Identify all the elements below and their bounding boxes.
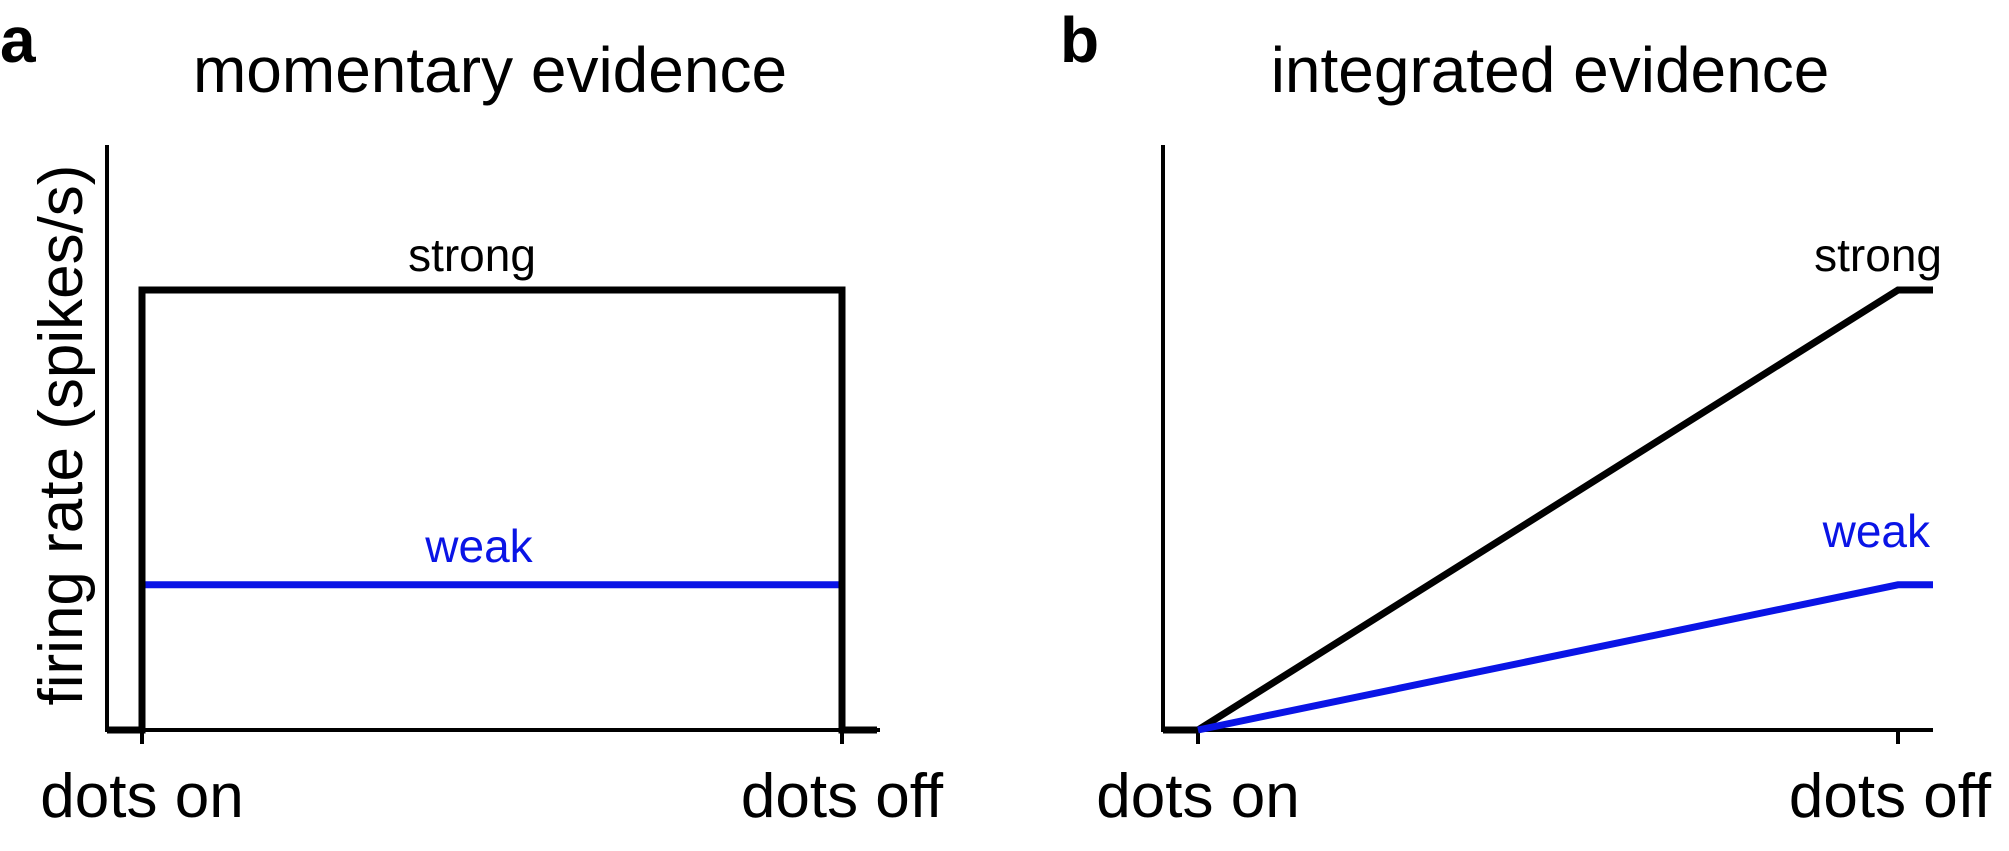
panel-a: a momentary evidence dots on dots off st…: [0, 4, 944, 831]
x-tick-label-a-1: dots off: [741, 762, 944, 831]
x-tick-label-b-0: dots on: [1096, 762, 1299, 831]
panel-letter-a: a: [0, 4, 36, 76]
x-tick-label-b-1: dots off: [1789, 762, 1992, 831]
y-axis-label: firing rate (spikes/s): [27, 165, 96, 706]
series-line-a-strong: [107, 286, 877, 734]
panel-title-a: momentary evidence: [193, 34, 787, 106]
series-label-b-weak: weak: [1822, 505, 1931, 557]
panel-b: b integrated evidence dots on dots off s…: [1060, 4, 1992, 831]
panel-letter-b: b: [1060, 4, 1099, 76]
series-label-b-strong: strong: [1814, 229, 1942, 281]
series-label-a-strong: strong: [408, 229, 536, 281]
series-line-b-strong: [1163, 286, 1933, 734]
series-line-b-weak: [1197, 581, 1933, 734]
panel-title-b: integrated evidence: [1271, 34, 1830, 106]
series-group-a: [107, 286, 877, 734]
x-tick-label-a-0: dots on: [40, 762, 243, 831]
series-group-b: [1163, 286, 1933, 734]
series-label-a-weak: weak: [424, 520, 533, 572]
